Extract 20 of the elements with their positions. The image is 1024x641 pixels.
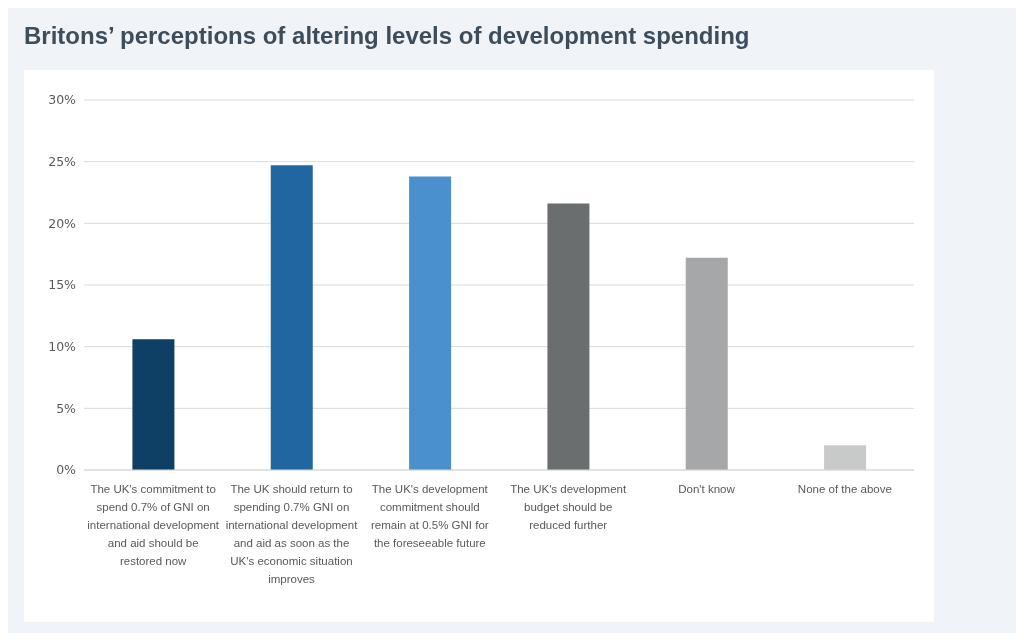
x-tick-label: The UK's development budget should be reduced further [509,482,628,533]
y-tick-label: 30% [48,92,77,108]
x-tick-label: None of the above [796,482,893,497]
chart-title: Britons’ perceptions of altering levels of development spending [24,22,750,50]
y-tick-label: 5% [56,400,77,416]
x-tick-label: Don't know [677,482,736,497]
y-tick-label: 15% [48,277,77,293]
y-tick-label: 10% [48,339,77,355]
x-tick-label: The UK should return to spending 0.7% GNI on international development and aid as soon as the UK's economic situation improves [225,482,358,587]
bar [824,445,867,470]
bar [547,203,590,470]
x-tick-label: The UK's commitment to spend 0.7% of GNI on international development and aid should be restored now [87,482,220,569]
bar [270,165,313,470]
bar [685,257,728,470]
y-tick-label: 0% [56,462,77,478]
y-tick-label: 25% [48,154,77,170]
x-tick-label: The UK's development commitment should remain at 0.5% GNI for the foreseeable future [370,482,490,551]
bar [132,339,175,470]
bar [409,176,452,470]
y-tick-label: 20% [48,215,77,231]
